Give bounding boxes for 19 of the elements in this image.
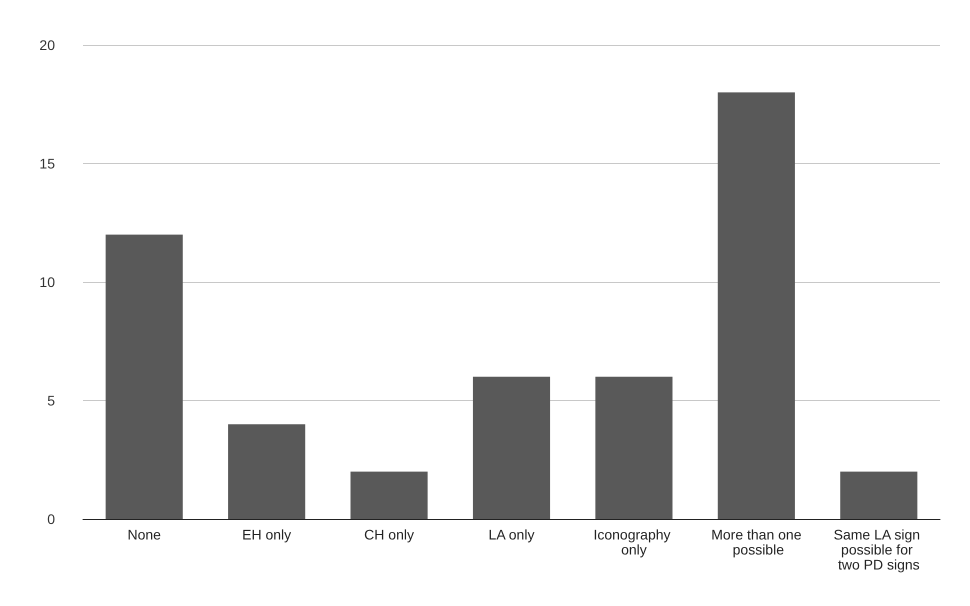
y-tick-label: 5 bbox=[47, 392, 56, 408]
x-tick-label: None bbox=[127, 526, 162, 542]
x-tick-label: CH only bbox=[364, 526, 414, 542]
bar bbox=[718, 92, 795, 519]
x-tick-label: Same LA sign possible for two PD signs bbox=[834, 526, 924, 572]
bar bbox=[595, 376, 672, 519]
bar bbox=[472, 376, 550, 519]
y-tick-label: 20 bbox=[39, 37, 56, 53]
y-tick-label: 15 bbox=[39, 156, 56, 172]
bar bbox=[840, 472, 918, 519]
x-tick-label: EH only bbox=[242, 526, 292, 542]
bar bbox=[106, 234, 183, 519]
x-tick-label: More than one possible bbox=[711, 526, 802, 558]
bar bbox=[228, 424, 306, 519]
y-tick-label: 10 bbox=[39, 274, 56, 290]
x-tick-label: LA only bbox=[488, 526, 534, 542]
x-tick-label: Iconography only bbox=[593, 526, 674, 558]
bar bbox=[350, 472, 428, 519]
y-tick-label: 0 bbox=[47, 511, 56, 527]
